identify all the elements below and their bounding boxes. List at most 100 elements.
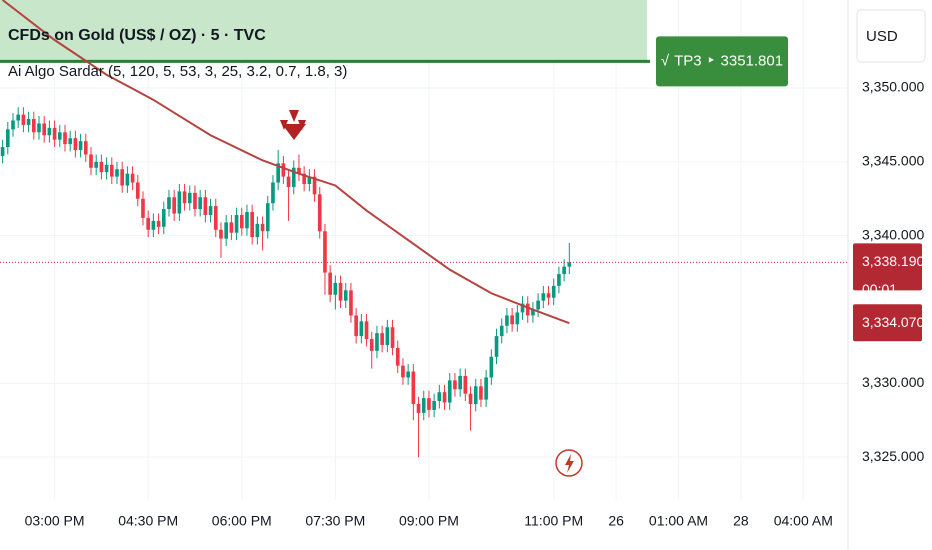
candle-body xyxy=(421,398,426,413)
candle-body xyxy=(146,217,150,230)
candle-body xyxy=(276,163,280,183)
candle-body xyxy=(99,161,104,173)
candle-body xyxy=(499,325,504,337)
candle-body xyxy=(167,197,171,210)
target-value: 3351.801 xyxy=(721,52,784,69)
candle-body xyxy=(224,222,228,239)
y-tick-label: 3,350.000 xyxy=(862,79,924,95)
candle-body xyxy=(411,371,416,405)
candle-body xyxy=(307,176,312,184)
candle-body xyxy=(479,386,483,400)
candle-body xyxy=(359,321,364,337)
candle-body xyxy=(463,375,468,394)
countdown: 00:01 xyxy=(862,281,897,297)
candle-body xyxy=(21,114,26,125)
x-tick-label: 06:00 PM xyxy=(212,513,272,529)
target-zone: √ TP3 ‣ 3351.801 xyxy=(0,0,788,87)
candle-body xyxy=(42,123,47,136)
chart-title: CFDs on Gold (US$ / OZ) · 5 · TVC xyxy=(8,27,266,44)
candle-body xyxy=(16,114,21,121)
candle-body xyxy=(416,404,421,413)
candle-body xyxy=(484,377,488,400)
x-tick-label: 04:30 PM xyxy=(118,513,178,529)
candle-body xyxy=(380,333,384,345)
candle-body xyxy=(338,282,343,301)
y-tick-label: 3,345.000 xyxy=(862,153,924,169)
candle-body xyxy=(427,398,431,410)
candle-body xyxy=(177,191,182,214)
candle-body xyxy=(208,206,213,216)
event-icon xyxy=(555,449,583,477)
candle-body xyxy=(115,169,119,177)
candle-body xyxy=(302,173,306,184)
target-badge xyxy=(656,36,788,87)
plot xyxy=(0,0,848,458)
candle-body xyxy=(260,223,265,232)
price-axis: 3,325.000 3,330.000 3,340.000 3,345.000 3,35… xyxy=(853,79,924,464)
candle-body xyxy=(198,197,202,210)
x-tick-label: 26 xyxy=(608,513,624,529)
candle-body xyxy=(297,167,301,174)
target-arrow: ‣ xyxy=(707,52,716,69)
candle-body xyxy=(94,161,99,168)
candle-body xyxy=(219,229,223,239)
candle-body xyxy=(78,141,83,151)
candle-body xyxy=(473,386,478,405)
candle-body xyxy=(31,119,36,133)
candle-body xyxy=(557,274,561,286)
candle-body xyxy=(395,347,400,366)
candle-body xyxy=(401,365,405,378)
target-label: √ TP3 ‣ 3351.801 xyxy=(661,52,783,69)
candle-body xyxy=(281,163,286,177)
x-tick-label: 28 xyxy=(733,513,749,529)
candle-body xyxy=(489,356,494,378)
candle-body xyxy=(525,303,530,316)
candle-body xyxy=(229,222,234,233)
candle-body xyxy=(458,375,462,390)
candle-body xyxy=(328,272,332,295)
candle-body xyxy=(182,191,187,204)
candle-body xyxy=(265,203,270,232)
target-band xyxy=(0,0,647,62)
candle-body xyxy=(333,282,338,295)
candle-body xyxy=(562,266,566,275)
x-tick-label: 09:00 PM xyxy=(399,513,459,529)
indicator-name: Ai Algo Sardar (5, 120, 5, 53, 3, 25, 3.… xyxy=(8,63,347,80)
candle-body xyxy=(349,290,353,316)
candle-body xyxy=(57,132,62,140)
currency: USD xyxy=(866,28,898,45)
candle-body xyxy=(255,223,260,238)
ma-price-label: 3,334.070 xyxy=(862,314,924,330)
candle-body xyxy=(317,194,322,232)
ma-price-box xyxy=(853,304,922,342)
last-price-label: 3,338.190 xyxy=(862,253,924,269)
x-tick-label: 07:30 PM xyxy=(305,513,365,529)
candle-body xyxy=(447,380,452,403)
candle-body xyxy=(187,192,192,204)
candle-body xyxy=(47,127,52,136)
event-bolt xyxy=(565,454,574,473)
candle-body xyxy=(234,215,239,233)
candle-body xyxy=(375,333,379,351)
candle-body xyxy=(213,206,218,230)
candle-body xyxy=(551,285,556,298)
candle-body xyxy=(505,315,509,326)
candle-body xyxy=(161,209,166,227)
candle-body xyxy=(83,141,88,155)
currency-box[interactable] xyxy=(856,9,926,63)
candle-body xyxy=(193,192,197,210)
last-price-box xyxy=(853,243,922,291)
candle-body xyxy=(369,339,374,351)
candle-body xyxy=(468,393,473,405)
candle-body xyxy=(520,303,525,313)
target-name: TP3 xyxy=(674,52,702,69)
candle-body xyxy=(63,132,67,145)
candle-body xyxy=(141,198,145,218)
grid xyxy=(0,0,848,500)
candle-body xyxy=(156,220,161,227)
candle-body xyxy=(541,293,546,301)
candle-body xyxy=(104,164,109,173)
candle-body xyxy=(291,167,296,187)
candle-body xyxy=(531,309,535,316)
